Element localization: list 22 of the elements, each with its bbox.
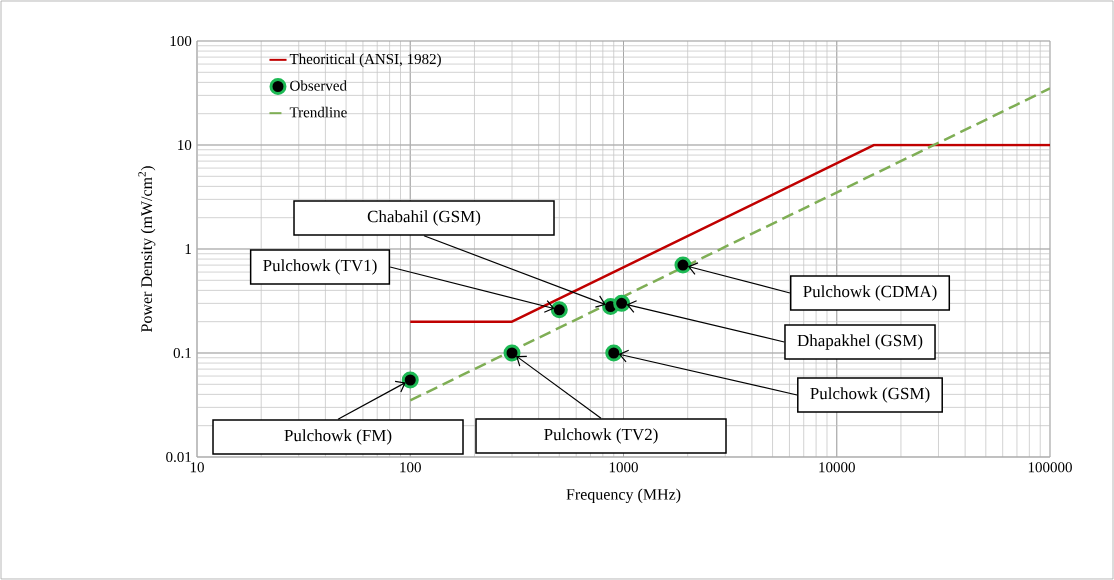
annotation: Pulchowk (TV1) [263,259,377,275]
y-tick-label: 100 [170,35,192,47]
legend-label: Observed [290,80,347,91]
legend-label: Trendline [289,106,347,118]
x-tick-label: 1000 [609,462,638,473]
annotation: Pulchowk (GSM) [810,387,930,403]
annotation: Pulchowk (FM) [284,429,392,445]
x-tick-label: 100 [400,462,421,473]
y-axis-title: Power Density (mW/cm$^{2}$) [138,166,156,333]
legend-label: Theoritical (ANSI, 1982) [289,53,441,68]
annotation: Chabahil (GSM) [367,210,481,226]
y-tick-label: 0.1 [173,347,191,359]
x-tick-label: 10 [190,462,204,473]
x-axis-title: Frequency (MHz) [566,488,681,504]
annotation: Pulchowk (CDMA) [803,285,937,301]
y-tick-label: 10 [178,139,192,151]
y-tick-label: 0.01 [166,451,191,463]
y-tick-label: 1 [185,244,191,254]
x-tick-label: 10000 [819,462,855,473]
annotation: Dhapakhel (GSM) [797,334,923,350]
annotation: Pulchowk (TV2) [544,428,658,444]
x-tick-label: 100000 [1028,462,1072,473]
